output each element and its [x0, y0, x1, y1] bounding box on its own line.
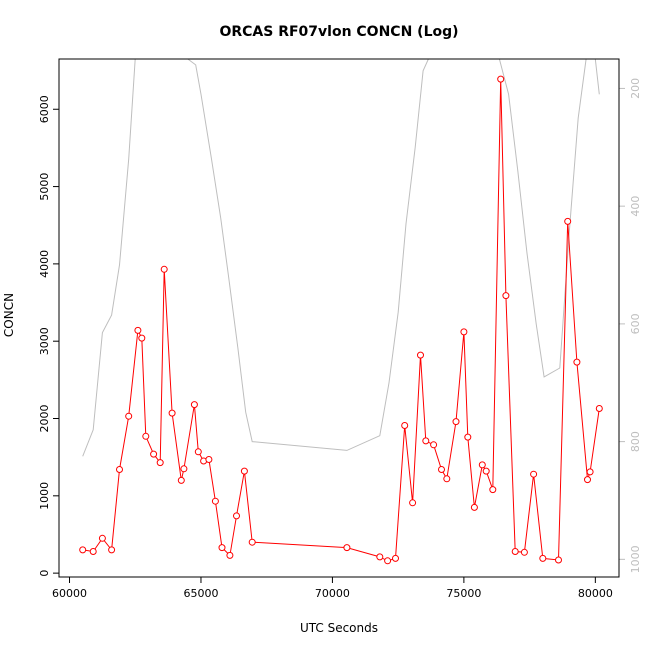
- concn-data-point: [125, 412, 133, 420]
- axes-layer: 60000 65000 70000 75000 80000 0 1000 2000 3000 40…: [38, 78, 642, 600]
- concn-data-point: [98, 534, 106, 542]
- chart-title: ORCAS RF07vlon CONCN (Log): [219, 24, 458, 40]
- concn-data-point: [530, 470, 538, 478]
- concn-data-point: [564, 217, 572, 225]
- concn-data-point: [343, 544, 351, 552]
- y-tick-label: 0: [38, 570, 51, 577]
- concn-data-point: [452, 418, 460, 426]
- y-tick-label: 1000: [38, 482, 51, 510]
- concn-data-point: [482, 467, 490, 475]
- concn-data-point: [595, 405, 603, 412]
- concn-data-point: [150, 450, 158, 458]
- concn-data-point: [194, 448, 202, 456]
- plot-frame: [58, 58, 620, 578]
- concn-data-point: [190, 401, 198, 409]
- concn-data-point: [233, 512, 240, 520]
- concn-data-point: [584, 476, 591, 484]
- concn-data-point: [497, 75, 505, 83]
- y2-tick-label: 800: [629, 431, 642, 452]
- y-axis-label: CONCN: [2, 293, 16, 337]
- concn-data-point: [116, 466, 123, 473]
- concn-data-point: [160, 265, 168, 273]
- y-tick-label: 2000: [38, 405, 51, 433]
- y-tick-label: 4000: [38, 250, 51, 278]
- y2-tick-label: 200: [629, 78, 642, 99]
- concn-data-point: [392, 554, 399, 562]
- y-tick-label: 5000: [38, 173, 51, 201]
- y2-tick-label: 600: [629, 313, 642, 334]
- x-axis-label: UTC Seconds: [300, 621, 378, 635]
- concn-data-point: [226, 551, 234, 559]
- concn-data-point: [443, 475, 451, 483]
- concn-data-point: [409, 499, 417, 507]
- concn-data-point: [460, 328, 468, 336]
- concn-data-point: [138, 334, 146, 342]
- concn-data-point: [478, 461, 486, 469]
- concn-data-point: [502, 292, 510, 300]
- concn-data-point: [384, 557, 392, 565]
- y2-tick-label: 1000: [629, 545, 642, 573]
- concn-data-point: [489, 486, 497, 494]
- concn-data-point: [520, 548, 528, 556]
- concn-data-point: [168, 409, 176, 417]
- concn-data-point: [240, 467, 248, 475]
- concn-data-point: [211, 497, 219, 505]
- y-tick-label: 6000: [38, 95, 51, 123]
- concn-data-point: [422, 437, 430, 445]
- concn-data-point: [180, 465, 188, 473]
- concn-data-point: [205, 456, 213, 463]
- concn-data-point: [438, 466, 445, 473]
- concn-data-point: [555, 556, 562, 564]
- concn-data-point: [89, 548, 97, 555]
- x-tick-label: 70000: [315, 587, 350, 600]
- concn-data-point: [573, 358, 581, 366]
- y-tick-label: 3000: [38, 327, 51, 355]
- y2-tick-label: 400: [629, 196, 642, 217]
- x-tick-label: 60000: [52, 587, 87, 600]
- concn-data-point: [108, 546, 116, 554]
- concn-data-point: [401, 422, 409, 429]
- concn-data-point: [586, 468, 594, 476]
- concn-data-point: [156, 459, 164, 467]
- concn-data-point: [511, 548, 519, 555]
- concn-data-point: [134, 326, 142, 334]
- concn-data-point: [430, 441, 438, 449]
- concn-data-point: [142, 432, 150, 440]
- concn-data-point: [79, 546, 87, 554]
- concn-data-point: [539, 554, 547, 562]
- concn-data-point: [218, 544, 226, 552]
- x-tick-label: 65000: [183, 587, 218, 600]
- concn-data-point: [376, 553, 384, 561]
- series-layer: [79, 58, 603, 565]
- x-tick-label: 75000: [446, 587, 481, 600]
- secondary-series-line: [82, 58, 600, 457]
- concn-data-point: [464, 433, 472, 441]
- concn-data-point: [470, 503, 478, 511]
- concn-data-point: [177, 476, 185, 484]
- concn-data-point: [417, 351, 424, 359]
- concn-data-point: [248, 538, 256, 546]
- x-tick-label: 80000: [578, 587, 613, 600]
